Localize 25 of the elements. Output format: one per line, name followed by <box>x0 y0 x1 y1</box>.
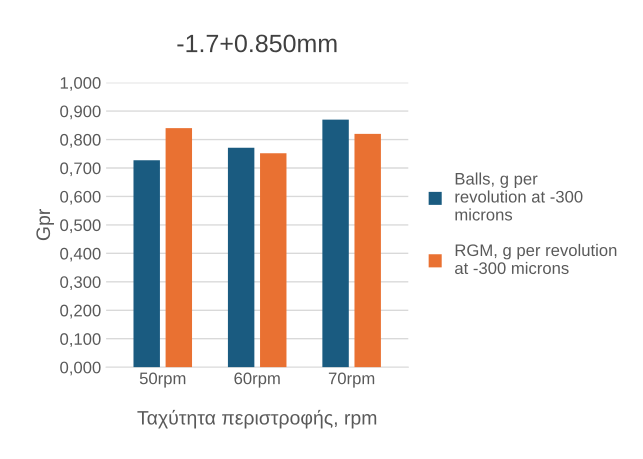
bar <box>354 134 381 368</box>
y-tick-label: 1,000 <box>60 77 101 91</box>
y-axis-title: Gpr <box>36 209 54 240</box>
y-tick-label: 0,800 <box>60 134 101 148</box>
bar <box>228 148 254 368</box>
y-tick-label: 0,500 <box>60 219 101 234</box>
bar <box>133 160 160 368</box>
y-tick-label: 0,900 <box>60 105 101 120</box>
y-tick-label: 0,600 <box>60 190 101 205</box>
y-tick-label: 0,300 <box>60 276 101 290</box>
bar <box>166 128 192 368</box>
y-tick-label: 0,200 <box>60 304 101 318</box>
chart-title: -1.7+0.850mm <box>177 34 336 52</box>
bar <box>260 153 286 368</box>
x-axis-title: Ταχύτητα περιστροφής, rpm <box>137 410 376 429</box>
x-tick-label: 70rpm <box>328 372 374 388</box>
legend-label: Balls, g per revolution at -300 microns <box>455 172 582 221</box>
bar <box>322 120 349 368</box>
y-tick-label: 0,100 <box>60 333 101 347</box>
legend-label: RGM, g per revolution at -300 microns <box>455 244 616 274</box>
y-tick-label: 0,400 <box>60 248 101 262</box>
x-tick-label: 60rpm <box>234 372 280 388</box>
x-tick-label: 50rpm <box>140 372 186 388</box>
y-tick-label: 0,000 <box>60 362 101 376</box>
y-tick-label: 0,700 <box>60 162 101 176</box>
